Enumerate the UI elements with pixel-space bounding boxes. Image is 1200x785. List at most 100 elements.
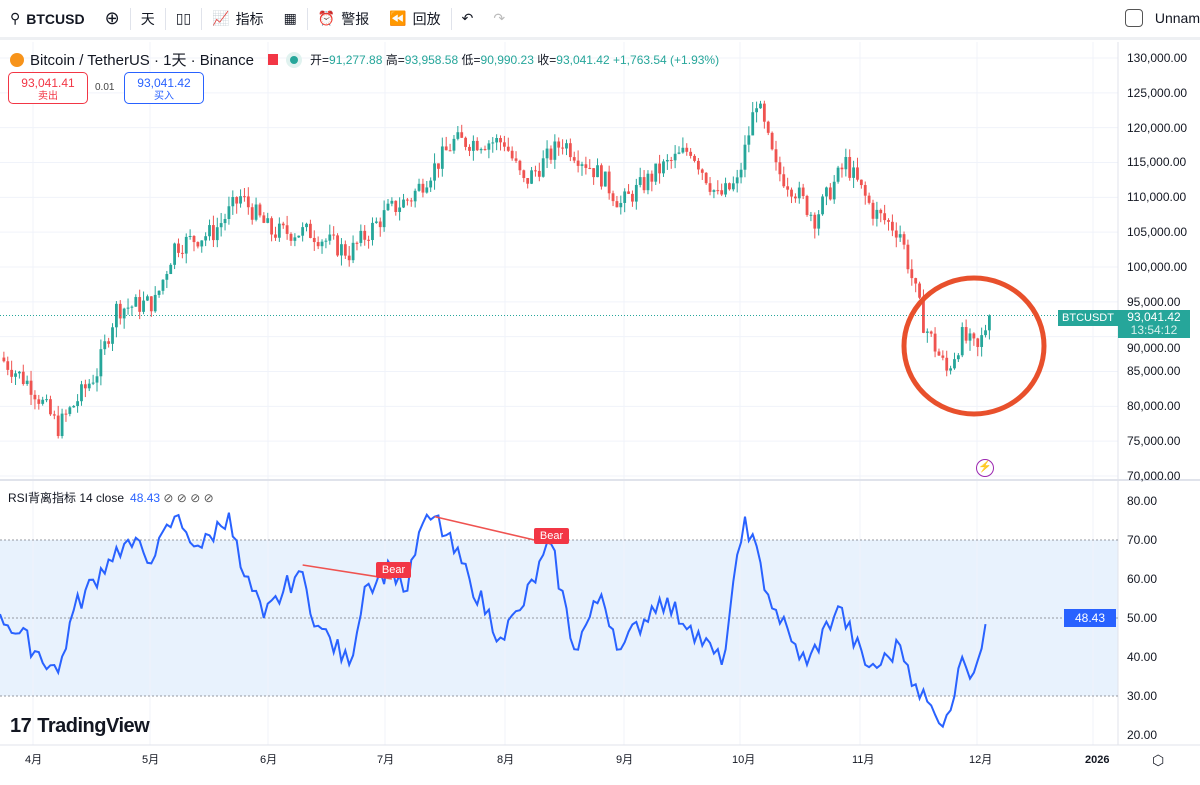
candle-body [49,399,52,415]
time-tick: 5月 [142,754,160,766]
candle-body [91,382,95,384]
rsi-tick: 70.00 [1127,533,1158,547]
alerts-button[interactable]: ⏰ 警报 [317,10,370,27]
candle-body [293,237,297,241]
candle-body [87,383,91,389]
flag-icon[interactable] [268,54,278,65]
candle-body [285,225,289,234]
bitcoin-icon [10,52,24,67]
candle-body [887,220,890,222]
plus-circle-icon: ⊕ [104,8,120,28]
chart-legend: Bitcoin / TetherUS · 1天 · Binance 开=91,2… [10,49,719,70]
candles-icon: ▯▯ [175,10,192,26]
candle-body [21,371,25,385]
candle-body [196,242,200,247]
undo-button[interactable]: ↶ [452,0,484,39]
alarm-icon: ⏰ [317,10,336,26]
candle-body [685,147,689,152]
replay-button[interactable]: ⏪ 回放 [389,10,441,27]
candle-body [320,241,324,247]
candle-body [922,297,925,333]
layout-checkbox[interactable] [1124,9,1143,27]
candle-body [642,177,646,191]
candle-body [37,399,41,404]
candle-body [852,167,855,178]
chart-type-button[interactable]: ▯▯ [166,0,201,39]
last-price-symbol-tag: BTCUSDT [1058,310,1118,326]
toolbar: ⚲ BTCUSD ⊕ 天 ▯▯ 📈 指标 ▦ ⏰ 警报 ⏪ 回放 ↶ ↷ Unnam [0,0,1200,40]
bear-divergence-line [434,515,552,545]
candle-body [305,223,308,228]
time-tick: 8月 [497,754,515,766]
candle-body [243,196,246,198]
price-tick: 95,000.00 [1127,294,1181,309]
time-tick: 2026 [1085,754,1110,766]
candle-body [452,138,456,151]
candle-body [782,174,786,187]
lightning-icon[interactable]: ⚡ [976,459,994,477]
candle-body [289,233,293,241]
candle-body [208,225,211,237]
candle-body [918,283,921,298]
candle-body [790,189,793,197]
candle-body [212,225,215,241]
candle-body [762,103,766,122]
price-tick: 75,000.00 [1127,433,1181,448]
candle-body [223,219,227,224]
candle-body [712,190,716,192]
tradingview-logo[interactable]: 17 TradingView [10,715,150,737]
candle-body [281,223,285,226]
interval-button[interactable]: 天 [140,10,155,27]
redo-button[interactable]: ↷ [483,0,515,39]
candle-body [386,203,390,211]
settings-icon[interactable]: ⬡ [1152,752,1165,768]
candle-body [549,148,553,160]
candle-body [45,399,48,401]
candle-body [460,132,464,138]
rsi-band [0,540,1118,696]
candle-body [18,371,21,374]
candle-body [778,162,782,175]
candle-body [487,143,491,150]
candle-body [968,333,972,341]
candle-body [394,200,398,212]
candle-body [840,167,844,170]
candle-body [14,373,17,377]
candle-body [941,355,945,358]
candle-body [580,164,584,166]
candle-body [759,103,762,109]
candle-body [343,244,347,256]
templates-button[interactable]: ▦ [274,0,307,39]
candle-body [565,143,568,149]
candle-body [328,234,332,241]
candle-body [910,269,914,279]
candle-body [677,152,681,154]
candle-body [371,222,374,241]
candle-body [270,218,273,235]
candle-body [347,255,351,261]
candle-body [984,330,987,336]
candle-body [825,187,828,197]
price-tick: 105,000.00 [1127,225,1188,239]
candle-body [340,244,343,256]
time-tick: 11月 [852,754,875,766]
indicators-button[interactable]: 📈 指标 [212,10,264,27]
candle-body [894,230,898,238]
layout-menu[interactable]: Unnam [1124,9,1200,27]
price-tick: 120,000.00 [1127,120,1188,135]
buy-button[interactable]: 93,041.42 买入 [124,72,204,104]
candle-body [634,184,638,202]
candle-body [914,278,918,284]
chart-canvas[interactable] [0,42,1200,772]
symbol-search[interactable]: ⚲ BTCUSD [10,10,85,27]
candle-body [828,187,832,200]
candle-body [700,169,704,173]
sell-button[interactable]: 93,041.41 卖出 [8,72,88,104]
candle-body [115,303,118,328]
candle-body [468,146,471,151]
candle-body [988,315,991,331]
indicators-icon: 📈 [212,10,230,26]
rsi-tick: 50.00 [1127,611,1158,625]
candle-body [751,112,755,136]
add-symbol-button[interactable]: ⊕ [95,0,130,39]
